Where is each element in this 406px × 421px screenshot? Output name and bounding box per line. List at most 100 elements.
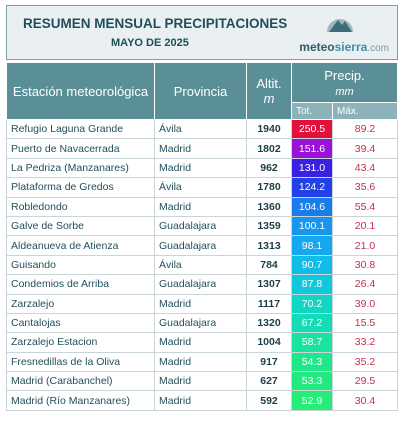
altitude-cell: 1004 xyxy=(246,332,292,353)
altitude-cell: 1313 xyxy=(246,235,292,256)
total-cell: 70.2 xyxy=(291,293,333,314)
row: Plataforma de Gredos Ávila 1780 124.2 35.6 xyxy=(6,177,398,198)
total-cell: 87.8 xyxy=(291,274,333,295)
station-cell: Condemios de Arriba xyxy=(6,274,155,295)
row: Madrid (Carabanchel) Madrid 627 53.3 29.5 xyxy=(6,371,398,392)
altitude-cell: 592 xyxy=(246,390,292,411)
max-cell: 30.8 xyxy=(332,254,398,276)
logo-part: sierra xyxy=(334,40,368,54)
province-cell: Madrid xyxy=(154,157,247,179)
altitude-cell: 1320 xyxy=(246,312,292,334)
header-precip: Precip. mm xyxy=(291,62,398,103)
altitude-cell: 627 xyxy=(246,371,292,392)
station-cell: Robledondo xyxy=(6,196,155,217)
altitude-cell: 962 xyxy=(246,157,292,179)
total-cell: 250.5 xyxy=(291,118,333,140)
station-cell: Madrid (Río Manzanares) xyxy=(6,390,155,411)
altitude-cell: 1802 xyxy=(246,138,292,159)
total-cell: 151.6 xyxy=(291,138,333,159)
max-cell: 21.0 xyxy=(332,235,398,256)
max-cell: 35.6 xyxy=(332,177,398,198)
row: Madrid (Río Manzanares) Madrid 592 52.9 30.4 xyxy=(6,390,398,411)
header-province: Provincia xyxy=(154,62,247,120)
subtitle: MAYO DE 2025 xyxy=(111,37,189,49)
province-cell: Ávila xyxy=(154,177,247,198)
max-cell: 33.2 xyxy=(332,332,398,353)
row: Aldeanueva de Atienza Guadalajara 1313 98.1… xyxy=(6,235,398,256)
station-cell: Galve de Sorbe xyxy=(6,215,155,237)
row: Robledondo Madrid 1360 104.6 55.4 xyxy=(6,196,398,217)
row: Puerto de Navacerrada Madrid 1802 151.6 39.4 xyxy=(6,138,398,159)
province-cell: Guadalajara xyxy=(154,312,247,334)
station-cell: La Pedriza (Manzanares) xyxy=(6,157,155,179)
station-cell: Cantalojas xyxy=(6,312,155,334)
station-cell: Zarzalejo xyxy=(6,293,155,314)
province-cell: Madrid xyxy=(154,390,247,411)
header-total[interactable]: Tot. xyxy=(291,102,333,120)
row: Cantalojas Guadalajara 1320 67.2 15.5 xyxy=(6,312,398,334)
province-cell: Madrid xyxy=(154,332,247,353)
row: Fresnedillas de la Oliva Madrid 917 54.3 35.… xyxy=(6,351,398,373)
max-cell: 35.2 xyxy=(332,351,398,373)
total-cell: 104.6 xyxy=(291,196,333,217)
max-cell: 30.4 xyxy=(332,390,398,411)
province-cell: Guadalajara xyxy=(154,274,247,295)
station-cell: Zarzalejo Estacion xyxy=(6,332,155,353)
max-cell: 26.4 xyxy=(332,274,398,295)
logo-part: .com xyxy=(367,43,389,54)
province-cell: Madrid xyxy=(154,293,247,314)
total-cell: 124.2 xyxy=(291,177,333,198)
table-body: Refugio Laguna Grande Ávila 1940 250.5 89.2 P… xyxy=(6,118,398,411)
table: Estación meteorológica Provincia Altit. m… xyxy=(6,62,398,411)
province-cell: Madrid xyxy=(154,196,247,217)
row: Galve de Sorbe Guadalajara 1359 100.1 20.1 xyxy=(6,215,398,237)
station-cell: Aldeanueva de Atienza xyxy=(6,235,155,256)
row: Zarzalejo Estacion Madrid 1004 58.7 33.2 xyxy=(6,332,398,353)
altitude-cell: 1780 xyxy=(246,177,292,198)
province-cell: Madrid xyxy=(154,371,247,392)
row: Zarzalejo Madrid 1117 70.2 39.0 xyxy=(6,293,398,314)
max-cell: 55.4 xyxy=(332,196,398,217)
unit: m xyxy=(263,91,275,106)
total-cell: 58.7 xyxy=(291,332,333,353)
station-cell: Puerto de Navacerrada xyxy=(6,138,155,159)
total-cell: 131.0 xyxy=(291,157,333,179)
altitude-cell: 1307 xyxy=(246,274,292,295)
max-cell: 89.2 xyxy=(332,118,398,140)
row: La Pedriza (Manzanares) Madrid 962 131.0 43.… xyxy=(6,157,398,179)
logo-icon xyxy=(327,19,353,32)
label: Precip. xyxy=(324,67,365,83)
header-max[interactable]: Máx. xyxy=(332,102,398,120)
province-cell: Guadalajara xyxy=(154,215,247,237)
altitude-cell: 1940 xyxy=(246,118,292,140)
province-cell: Guadalajara xyxy=(154,235,247,256)
altitude-cell: 1360 xyxy=(246,196,292,217)
total-cell: 53.3 xyxy=(291,371,333,392)
station-cell: Guisando xyxy=(6,254,155,276)
max-cell: 43.4 xyxy=(332,157,398,179)
label: Altit. xyxy=(256,76,282,91)
total-cell: 98.1 xyxy=(291,235,333,256)
province-cell: Ávila xyxy=(154,254,247,276)
row: Guisando Ávila 784 90.7 30.8 xyxy=(6,254,398,276)
logo-part: meteo xyxy=(299,40,335,54)
station-cell: Refugio Laguna Grande xyxy=(6,118,155,140)
station-cell: Madrid (Carabanchel) xyxy=(6,371,155,392)
header-station: Estación meteorológica xyxy=(6,62,155,120)
header: RESUMEN MENSUAL PRECIPITACIONES MAYO DE … xyxy=(6,5,398,60)
max-cell: 29.5 xyxy=(332,371,398,392)
total-cell: 67.2 xyxy=(291,312,333,334)
altitude-cell: 1117 xyxy=(246,293,292,314)
row: Refugio Laguna Grande Ávila 1940 250.5 89.2 xyxy=(6,118,398,140)
total-cell: 54.3 xyxy=(291,351,333,373)
header-altitude: Altit. m xyxy=(246,62,292,120)
logo: meteosierra.com xyxy=(299,40,389,54)
altitude-cell: 1359 xyxy=(246,215,292,237)
altitude-cell: 784 xyxy=(246,254,292,276)
title: RESUMEN MENSUAL PRECIPITACIONES xyxy=(23,16,288,31)
station-cell: Fresnedillas de la Oliva xyxy=(6,351,155,373)
max-cell: 39.0 xyxy=(332,293,398,314)
station-cell: Plataforma de Gredos xyxy=(6,177,155,198)
total-cell: 90.7 xyxy=(291,254,333,276)
unit: mm xyxy=(335,85,354,98)
